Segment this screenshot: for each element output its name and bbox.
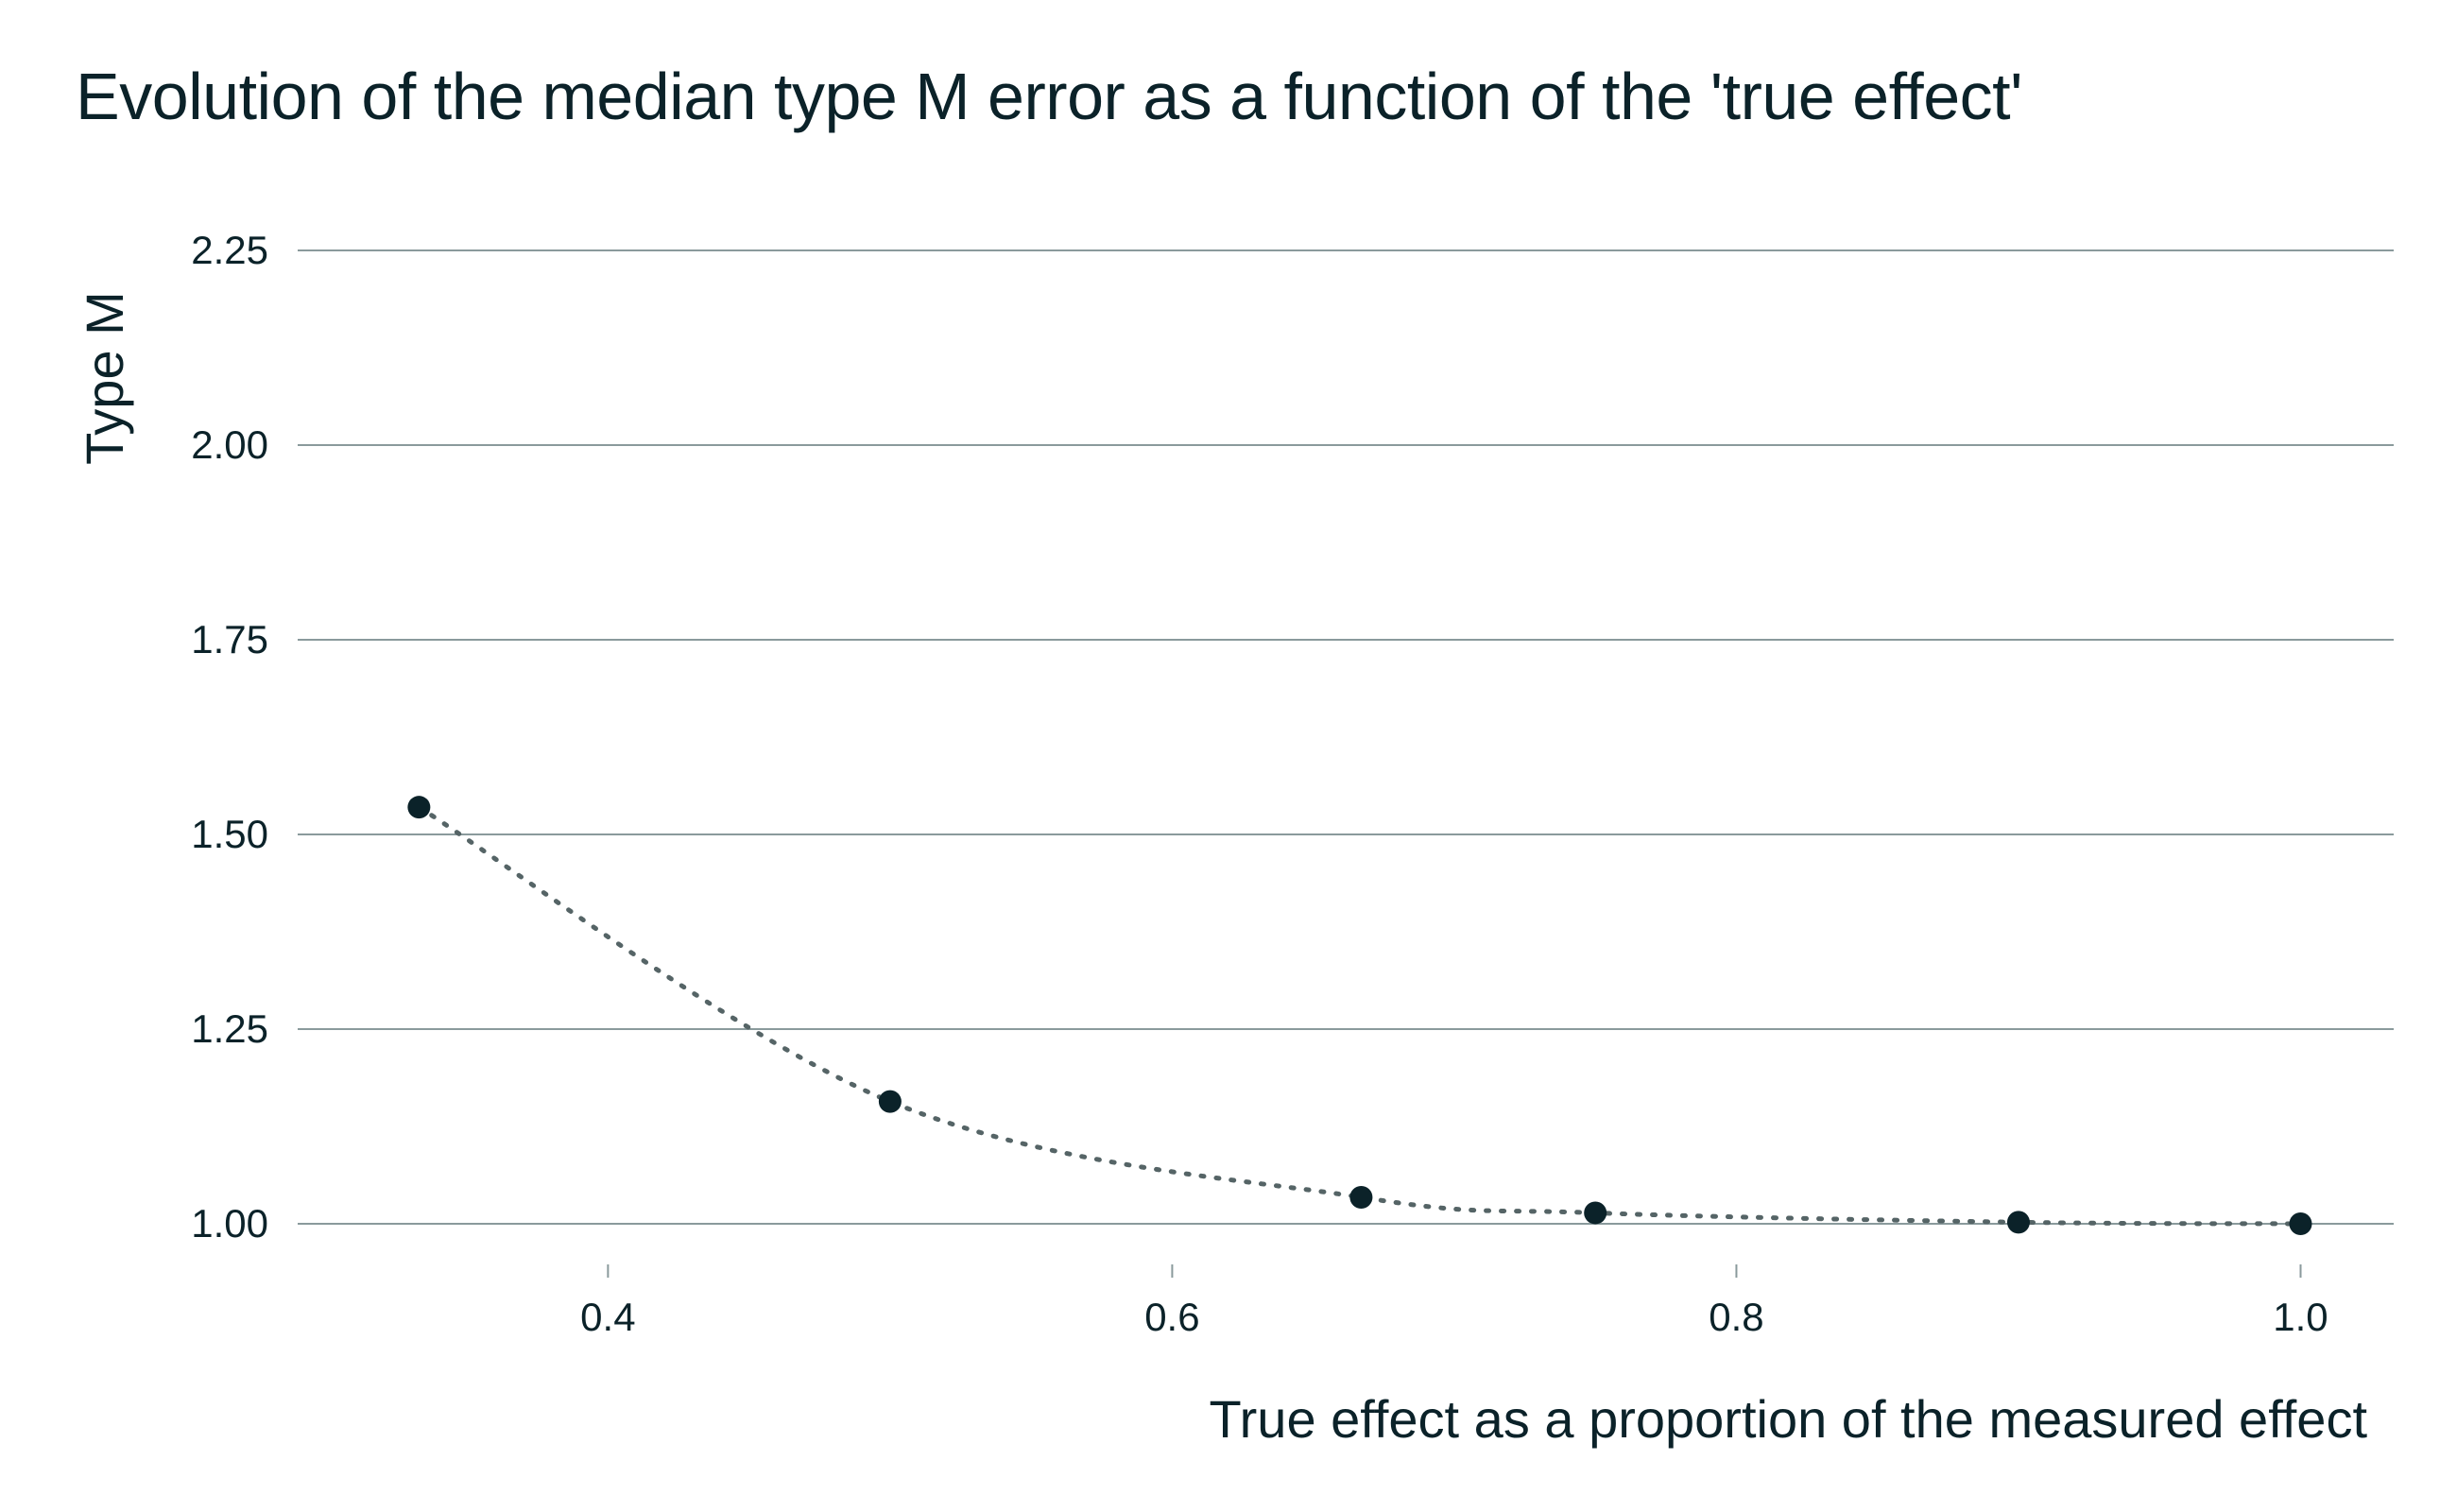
chart-title: Evolution of the median type M error as …: [76, 60, 2023, 133]
data-point: [2006, 1211, 2030, 1234]
y-tick-label: 1.50: [191, 812, 268, 856]
x-tick-label: 0.8: [1709, 1295, 1763, 1339]
y-tick-label: 1.25: [191, 1006, 268, 1051]
data-point: [878, 1090, 902, 1113]
data-point: [407, 796, 431, 819]
x-axis-ticks: 0.4 0.6 0.8 1.0: [580, 1264, 2328, 1339]
series-line: [416, 804, 2303, 1227]
x-tick-label: 0.6: [1144, 1295, 1199, 1339]
series: [407, 796, 2312, 1235]
data-point: [1349, 1185, 1373, 1209]
data-point: [2289, 1212, 2312, 1235]
data-point: [1584, 1201, 1607, 1225]
y-tick-label: 2.25: [191, 228, 268, 272]
gridlines: [298, 249, 2394, 1225]
y-axis-title: Type M: [75, 291, 134, 465]
x-axis-title: True effect as a proportion of the measu…: [1210, 1389, 2368, 1449]
x-tick-label: 0.4: [580, 1295, 635, 1339]
y-tick-label: 1.00: [191, 1201, 268, 1246]
y-tick-label: 1.75: [191, 617, 268, 662]
y-axis-ticks: 1.00 1.25 1.50 1.75 2.00 2.25: [191, 228, 268, 1246]
y-tick-label: 2.00: [191, 422, 268, 467]
x-tick-label: 1.0: [2273, 1295, 2328, 1339]
